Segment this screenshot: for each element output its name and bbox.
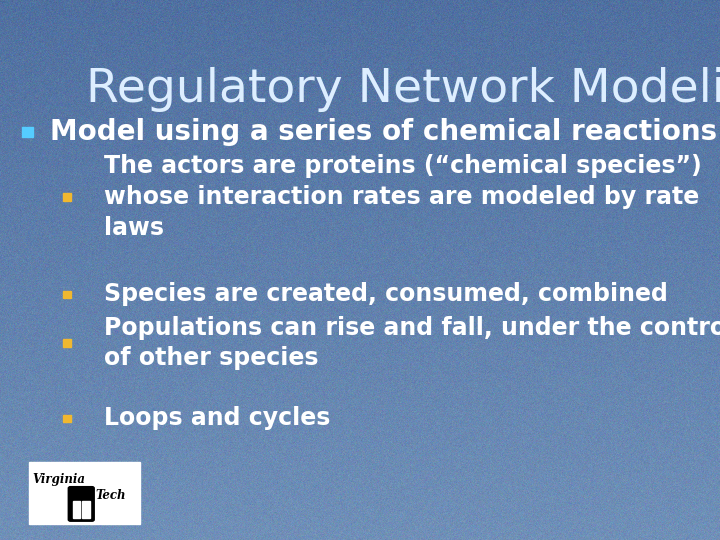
Text: Model using a series of chemical reactions.: Model using a series of chemical reactio…	[50, 118, 720, 146]
Bar	[82, 501, 90, 518]
Text: Regulatory Network Modeling: Regulatory Network Modeling	[86, 68, 720, 112]
Bar	[63, 339, 71, 347]
Text: Species are created, consumed, combined: Species are created, consumed, combined	[104, 282, 668, 306]
Bar	[22, 127, 32, 137]
Text: The actors are proteins (“chemical species”)
whose interaction rates are modeled: The actors are proteins (“chemical speci…	[104, 154, 702, 240]
Text: Virginia: Virginia	[32, 472, 86, 485]
Bar	[63, 415, 71, 422]
Text: Loops and cycles: Loops and cycles	[104, 407, 330, 430]
Bar	[63, 291, 71, 298]
Text: Tech: Tech	[95, 489, 125, 502]
Bar	[73, 501, 80, 518]
FancyBboxPatch shape	[68, 487, 94, 521]
Bar	[29, 462, 140, 524]
Text: Populations can rise and fall, under the control
of other species: Populations can rise and fall, under the…	[104, 315, 720, 370]
Bar	[63, 193, 71, 201]
